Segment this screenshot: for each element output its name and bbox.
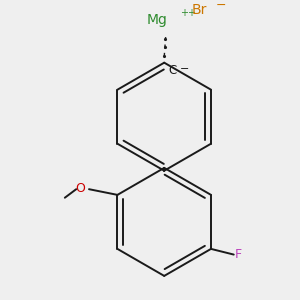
Text: Br: Br <box>191 3 207 17</box>
Text: Mg: Mg <box>147 13 167 27</box>
Text: F: F <box>235 248 242 261</box>
Text: C: C <box>169 64 177 77</box>
Text: −: − <box>180 64 189 74</box>
Text: O: O <box>75 182 85 195</box>
Text: −: − <box>215 0 226 12</box>
Text: ++: ++ <box>180 8 196 18</box>
